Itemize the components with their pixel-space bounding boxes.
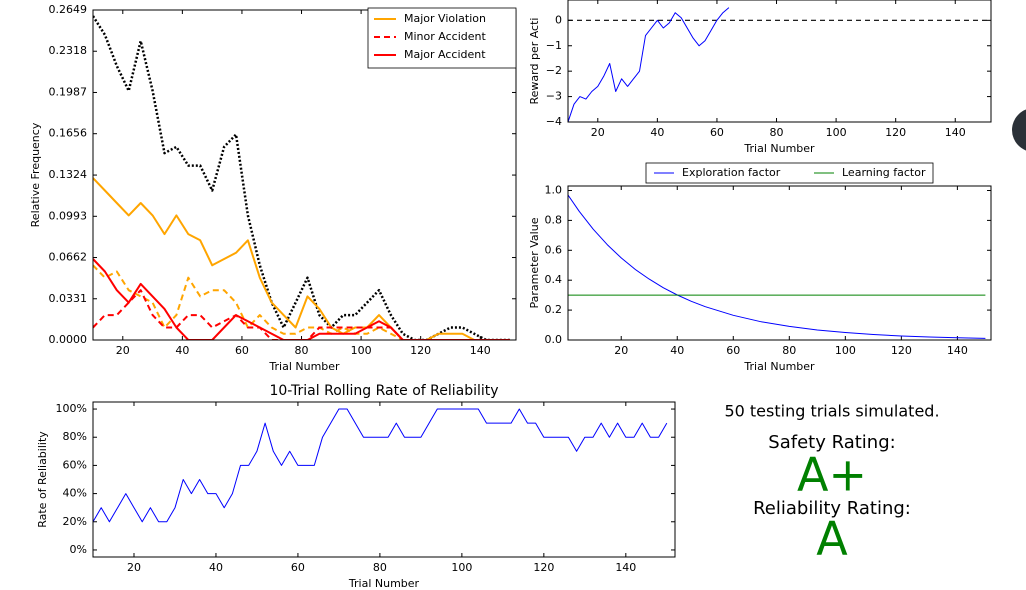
y-tick-label: 0.0 [545,333,563,346]
axes-frame [567,0,992,123]
y-tick-label: −2 [546,64,562,77]
y-tick-label: 80% [63,430,87,443]
x-tick-label: 140 [947,344,968,357]
y-tick-label: 0.8 [545,213,563,226]
x-tick-label: 80 [373,561,387,574]
plot-area [568,0,991,122]
x-tick-label: 120 [885,126,906,139]
reliability-grade: A [816,512,848,566]
chart-title: 10-Trial Rolling Rate of Reliability [269,383,498,399]
x-tick-label: 120 [410,344,431,357]
y-axis-label: Rate of Reliability [36,431,49,528]
x-tick-label: 60 [726,344,740,357]
plot-lines [568,7,991,122]
x-tick-label: 60 [291,561,305,574]
y-tick-label: 0% [70,543,87,556]
y-tick-label: 0.1656 [49,127,88,140]
x-tick-label: 40 [175,344,189,357]
y-tick-label: 0.2 [545,303,563,316]
x-tick-label: 100 [826,126,847,139]
x-tick-label: 80 [295,344,309,357]
series-line [93,408,668,523]
x-axis-label: Trial Number [268,360,340,373]
charts: 0.0000 0.0331 0.0662 0.0993 0.1324 0.1656 0.19… [29,0,992,590]
x-axis-label: Trial Number [743,142,815,155]
x-tick-label: 60 [235,344,249,357]
axes-frame [92,401,676,558]
safety-label: Safety Rating: [768,432,895,453]
x-tick-label: 100 [351,344,372,357]
y-tick-label: 20% [63,515,87,528]
x-tick-label: 40 [670,344,684,357]
x-tick-label: 140 [945,126,966,139]
trials-summary: 50 testing trials simulated. [724,402,939,421]
y-tick-label: 0.2649 [49,3,88,16]
y-tick-label: 40% [63,487,87,500]
x-tick-label: 120 [891,344,912,357]
y-axis-label: Relative Frequency [29,122,42,227]
series-line [93,15,510,340]
x-tick-label: 40 [209,561,223,574]
y-tick-label: 100% [56,402,87,415]
x-tick-label: 60 [710,126,724,139]
series-line [568,194,986,339]
x-tick-label: 20 [591,126,605,139]
x-tick-label: 100 [451,561,472,574]
x-tick-label: 120 [533,561,554,574]
x-axis-label: Trial Number [348,577,420,590]
plot-lines [93,408,668,523]
series-line [93,264,510,340]
y-axis-label: Reward per Acti [528,18,541,105]
plot-area [568,186,991,340]
y-tick-label: 0.0331 [49,292,88,305]
y-tick-label: 0.0000 [49,333,88,346]
floating-button[interactable] [1012,108,1026,152]
y-tick-label: −4 [546,115,562,128]
legend-label: Major Accident [404,48,486,61]
axes-frame [567,185,992,341]
x-tick-label: 80 [782,344,796,357]
y-tick-label: 1.0 [545,183,563,196]
y-tick-label: 0.6 [545,243,563,256]
y-tick-label: −1 [546,39,562,52]
legend-label: Learning factor [842,166,926,179]
series-line [568,7,730,122]
legend-box [645,162,934,184]
series-line [93,289,510,340]
x-axis-label: Trial Number [743,360,815,373]
x-tick-label: 20 [127,561,141,574]
x-tick-label: 20 [116,344,130,357]
y-axis-label: Parameter Value [528,217,541,308]
x-tick-label: 140 [470,344,491,357]
y-tick-label: 0.1324 [49,168,88,181]
y-tick-label: 0.0662 [49,251,88,264]
y-tick-label: 0.1987 [49,85,88,98]
plot-lines [568,194,986,339]
reliability-label: Reliability Rating: [753,498,911,519]
x-tick-label: 20 [614,344,628,357]
y-tick-label: 0 [555,13,562,26]
y-tick-label: 0.0993 [49,209,88,222]
y-tick-label: 0.4 [545,273,563,286]
y-tick-label: 60% [63,458,87,471]
x-tick-label: 100 [835,344,856,357]
legend-label: Exploration factor [682,166,781,179]
safety-grade: A+ [797,448,867,502]
legend-label: Major Violation [404,12,486,25]
y-tick-label: 0.2318 [49,44,88,57]
x-tick-label: 40 [650,126,664,139]
series-line [93,258,510,340]
legend-label: Minor Accident [404,30,486,43]
x-tick-label: 140 [615,561,636,574]
x-tick-label: 80 [770,126,784,139]
plot-area [93,402,675,557]
plot-lines [93,15,510,340]
series-line [93,177,510,340]
y-tick-label: −3 [546,90,562,103]
axes-frame [92,9,517,341]
